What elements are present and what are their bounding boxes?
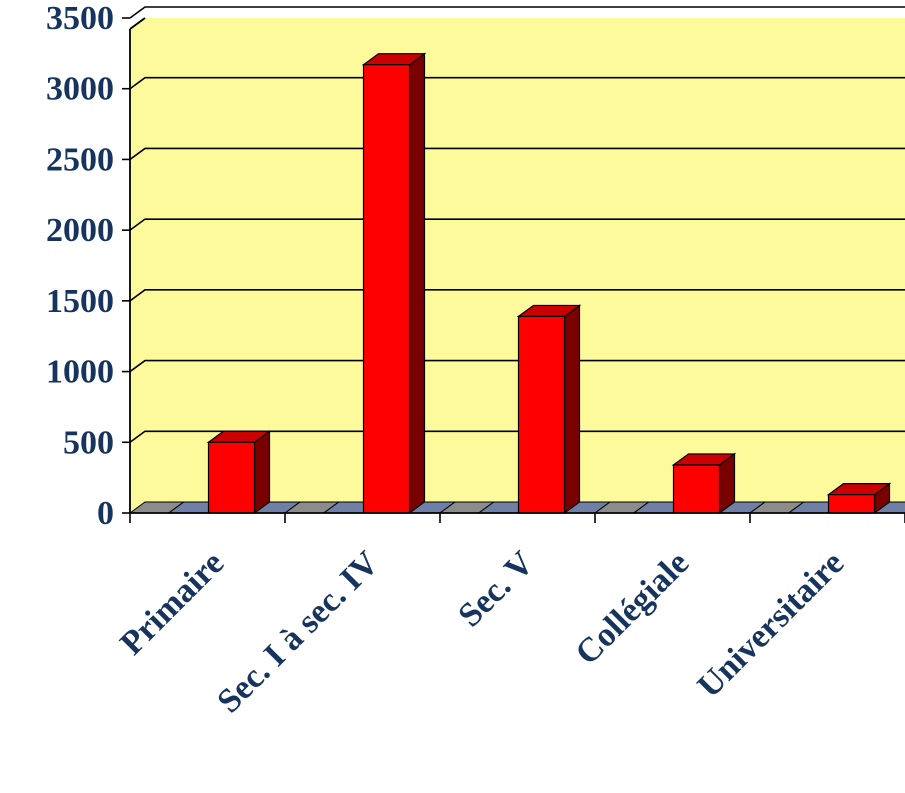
y-tick-label: 3000 (46, 71, 114, 108)
gridline-500 (129, 430, 905, 443)
bar-front (672, 464, 721, 514)
bar-2 (516, 304, 582, 515)
bar-front (207, 441, 256, 514)
bar-0 (206, 430, 272, 515)
x-category-label: Sec. I à sec. IV (210, 544, 386, 720)
y-tick-label: 500 (63, 424, 114, 461)
plot-background (130, 18, 905, 513)
bar-front (517, 315, 566, 514)
bar-3 (671, 452, 737, 515)
y-tick-label: 2000 (46, 212, 114, 249)
bar-4 (826, 482, 892, 515)
gridline-1500 (129, 289, 905, 302)
bars (206, 52, 892, 515)
y-tick-label: 3500 (46, 0, 114, 37)
y-tick-label: 1500 (46, 283, 114, 320)
x-category-label: Sec. V (451, 544, 541, 634)
bar-front (362, 64, 411, 514)
gridline-1000 (129, 359, 905, 373)
y-tick-label: 0 (97, 495, 114, 532)
y-tick-label: 1000 (46, 354, 114, 391)
y-axis-top-edge (129, 17, 146, 30)
x-category-label: Collégiale (569, 544, 697, 672)
bar-side (253, 430, 271, 515)
bar-1 (361, 52, 427, 515)
gridline-2000 (129, 218, 905, 231)
y-tick-label: 2500 (46, 141, 114, 178)
x-category-label: Universitaire (691, 544, 852, 705)
bar-side (563, 304, 581, 515)
gridline-3000 (129, 76, 905, 90)
gridline-2500 (129, 147, 905, 161)
x-category-label: Primaire (113, 544, 231, 662)
bar-front (827, 494, 876, 514)
gridline-3500 (129, 6, 905, 19)
bar-side (408, 52, 426, 515)
